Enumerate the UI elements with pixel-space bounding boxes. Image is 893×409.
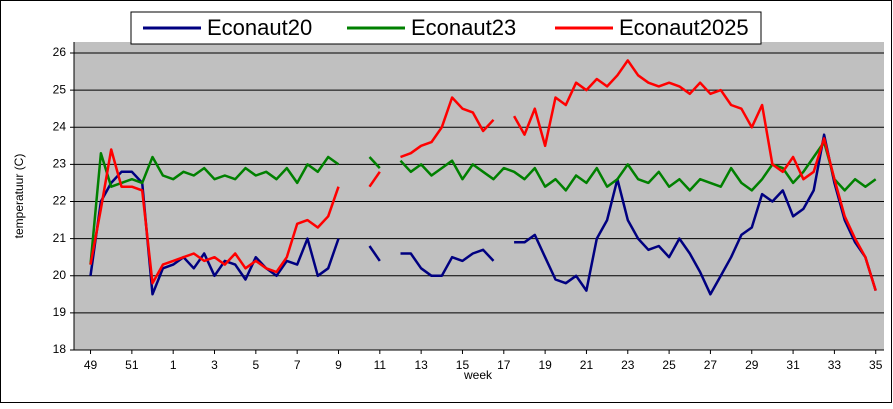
series-line [368,245,381,262]
y-axis-label: temperatuur (C) [12,154,26,239]
x-tick-label: 5 [252,358,259,372]
legend: Econaut20 Econaut23 Econaut2025 [130,11,762,45]
y-tick-label: 24 [53,119,67,133]
x-tick-label: 17 [497,358,511,372]
x-tick-label: 19 [538,358,552,372]
series-line [368,156,381,169]
x-tick-label: 15 [456,358,470,372]
y-tick-label: 25 [53,82,67,96]
y-tick-label: 23 [53,157,67,171]
series-line [514,133,877,296]
x-tick-label: 49 [84,358,98,372]
y-tick-label: 21 [53,231,67,245]
x-tick-label: 33 [828,358,842,372]
series-line [368,171,381,188]
x-tick-label: 9 [335,358,342,372]
legend-label: Econaut20 [207,15,312,40]
x-tick-label: 7 [294,358,301,372]
legend-box [130,11,762,45]
legend-label: Econaut2025 [619,15,749,40]
y-tick-label: 22 [53,194,67,208]
y-tick-label: 18 [53,342,67,356]
x-tick-label: 23 [621,358,635,372]
x-tick-label: 27 [704,358,718,372]
legend-label: Econaut23 [411,15,516,40]
plot-area [74,42,884,350]
y-tick-label: 20 [53,268,67,282]
series-line [399,140,877,192]
x-tick-label: 13 [414,358,428,372]
x-tick-label: 21 [580,358,594,372]
series-line [89,170,340,296]
x-tick-label: 11 [374,358,387,372]
y-tick-label: 19 [53,305,67,319]
x-tick-label: 25 [662,358,676,372]
x-axis-label: week [463,368,493,382]
x-tick-label: 35 [869,358,883,372]
series-line [400,96,495,159]
x-tick-label: 1 [170,358,177,372]
x-tick-label: 51 [125,358,139,372]
x-tick-label: 3 [211,358,218,372]
series-line [89,148,340,285]
series-line [89,151,340,265]
x-tick-label: 29 [745,358,759,372]
series-line [513,59,877,291]
series-line [400,248,495,278]
lines [89,59,877,296]
y-tick-label: 26 [53,45,67,59]
x-tick-label: 31 [786,358,800,372]
